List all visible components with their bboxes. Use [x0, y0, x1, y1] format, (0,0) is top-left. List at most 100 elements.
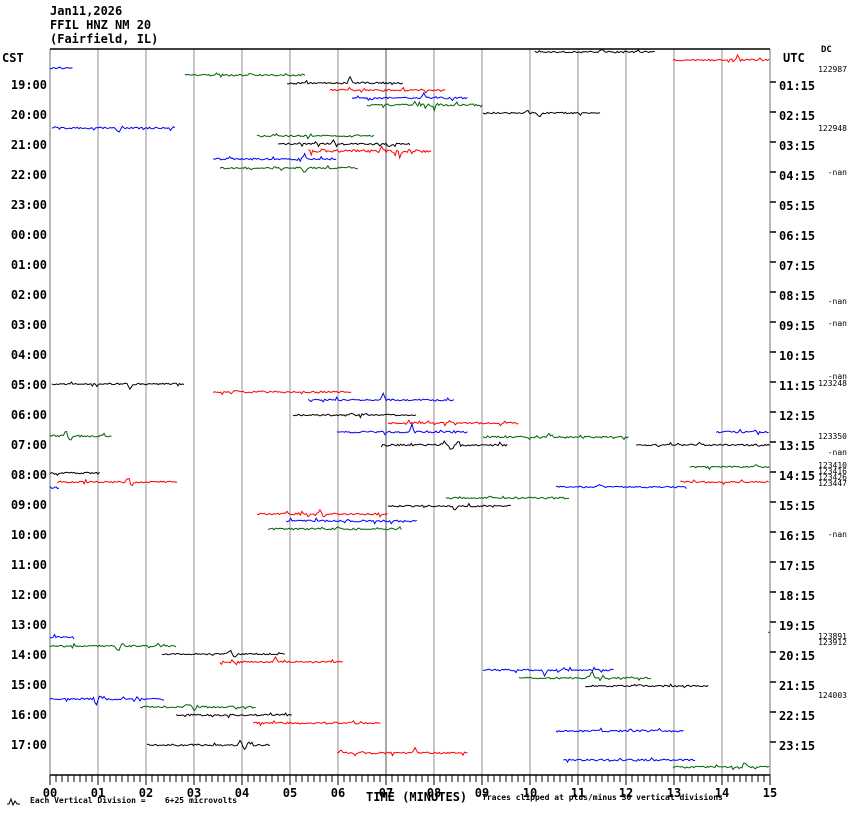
utc-hour-label: 06:15: [779, 229, 816, 243]
trace-segment: [445, 495, 570, 500]
utc-hour-label: 17:15: [779, 559, 816, 573]
trace-segment: [267, 525, 402, 531]
x-tick-label: 15: [762, 786, 778, 800]
trace-segment: [49, 695, 165, 707]
dc-annotation: -nan: [827, 297, 847, 306]
x-tick-label: 03: [186, 786, 202, 800]
cst-hour-label: 14:00: [10, 648, 47, 662]
trace-segment: [146, 739, 271, 751]
trace-segment: [256, 508, 388, 518]
dc-annotation: -nan: [827, 448, 847, 457]
utc-hour-label: 20:15: [779, 649, 816, 663]
trace-segment: [49, 66, 73, 70]
trace-segment: [212, 390, 352, 396]
utc-hour-label: 09:15: [779, 319, 816, 333]
trace-segment: [387, 502, 512, 511]
dc-annotation: -nan: [827, 319, 847, 328]
utc-hour-label: 12:15: [779, 409, 816, 423]
dc-annotation: 123410: [818, 461, 847, 470]
trace-segment: [292, 412, 417, 419]
trace-segment: [308, 145, 432, 160]
cst-hour-label: 04:00: [10, 348, 47, 362]
dc-annotation: 123891: [818, 632, 847, 641]
dc-annotation: -nan: [827, 372, 847, 381]
trace-segment: [49, 471, 100, 477]
trace-segment: [336, 746, 468, 757]
trace-segment: [555, 727, 684, 733]
cst-hour-label: 12:00: [10, 588, 47, 602]
x-tick-label: 08: [426, 786, 442, 800]
trace-segment: [387, 419, 519, 427]
utc-hour-label: 11:15: [779, 379, 816, 393]
trace-segment: [518, 670, 652, 682]
x-tick-label: 09: [474, 786, 490, 800]
x-tick-label: 00: [42, 786, 58, 800]
vertical-division-scale-note: Each Vertical Division = 6+25 microvolts: [30, 796, 238, 805]
trace-segment: [219, 655, 343, 666]
trace-segment: [672, 762, 770, 771]
utc-hour-label: 21:15: [779, 679, 816, 693]
trace-segment: [252, 719, 381, 727]
dc-annotation: 123912: [818, 638, 847, 647]
utc-hour-label: 10:15: [779, 349, 816, 363]
trace-segment: [51, 125, 176, 133]
trace-segment: [482, 432, 629, 441]
cst-hour-label: 05:00: [10, 378, 47, 392]
cst-hour-label: 00:00: [10, 228, 47, 242]
trace-segment: [585, 683, 709, 689]
logo-squiggle-icon: [7, 797, 20, 807]
x-tick-label: 06: [330, 786, 346, 800]
utc-hour-label: 03:15: [779, 139, 816, 153]
trace-segment: [139, 703, 256, 712]
cst-hour-label: 16:00: [10, 708, 47, 722]
cst-hour-label: 10:00: [10, 528, 47, 542]
cst-hour-label: 21:00: [10, 138, 47, 152]
dc-annotation: 123426: [818, 473, 847, 482]
trace-segment: [212, 152, 337, 163]
trace-segment: [482, 109, 601, 118]
trace-segment: [277, 139, 411, 148]
utc-hour-label: 14:15: [779, 469, 816, 483]
dc-annotation: 123248: [818, 379, 847, 388]
trace-segment: [49, 485, 60, 490]
trace-segment: [287, 75, 403, 86]
trace-segment: [715, 428, 769, 436]
trace-segment: [380, 439, 508, 450]
cst-hour-label: 08:00: [10, 468, 47, 482]
x-tick-label: 05: [282, 786, 298, 800]
cst-hour-label: 13:00: [10, 618, 47, 632]
trace-segment: [366, 100, 483, 113]
trace-segment: [307, 391, 455, 403]
trace-segment: [689, 464, 770, 471]
utc-axis-header: UTC: [783, 51, 805, 65]
x-tick-label: 02: [138, 786, 154, 800]
cst-hour-label: 01:00: [10, 258, 47, 272]
trace-segment: [482, 666, 614, 678]
trace-segment: [286, 517, 417, 525]
trace-segment: [219, 164, 358, 173]
utc-hour-label: 19:15: [779, 619, 816, 633]
cst-hour-label: 06:00: [10, 408, 47, 422]
dc-annotation: 123447: [818, 479, 847, 488]
cst-hour-label: 11:00: [10, 558, 47, 572]
trace-segment: [351, 91, 468, 102]
utc-hour-label: 18:15: [779, 589, 816, 603]
utc-hour-label: 05:15: [779, 199, 816, 213]
utc-hour-label: 22:15: [779, 709, 816, 723]
dc-annotation: -nan: [827, 530, 847, 539]
utc-hour-label: 23:15: [779, 739, 816, 753]
trace-segment: [636, 441, 770, 448]
x-axis-title: TIME (MINUTES): [366, 790, 468, 804]
x-tick-label: 01: [90, 786, 106, 800]
x-tick-label: 04: [234, 786, 250, 800]
utc-hour-label: 04:15: [779, 169, 816, 183]
cst-hour-label: 07:00: [10, 438, 47, 452]
utc-hour-label: 02:15: [779, 109, 816, 123]
cst-hour-label: 09:00: [10, 498, 47, 512]
cst-hour-label: 17:00: [10, 738, 47, 752]
cst-hour-label: 15:00: [10, 678, 47, 692]
dc-annotation: 123416: [818, 467, 847, 476]
trace-segment: [56, 478, 178, 487]
dc-column-header: DC: [821, 45, 832, 55]
